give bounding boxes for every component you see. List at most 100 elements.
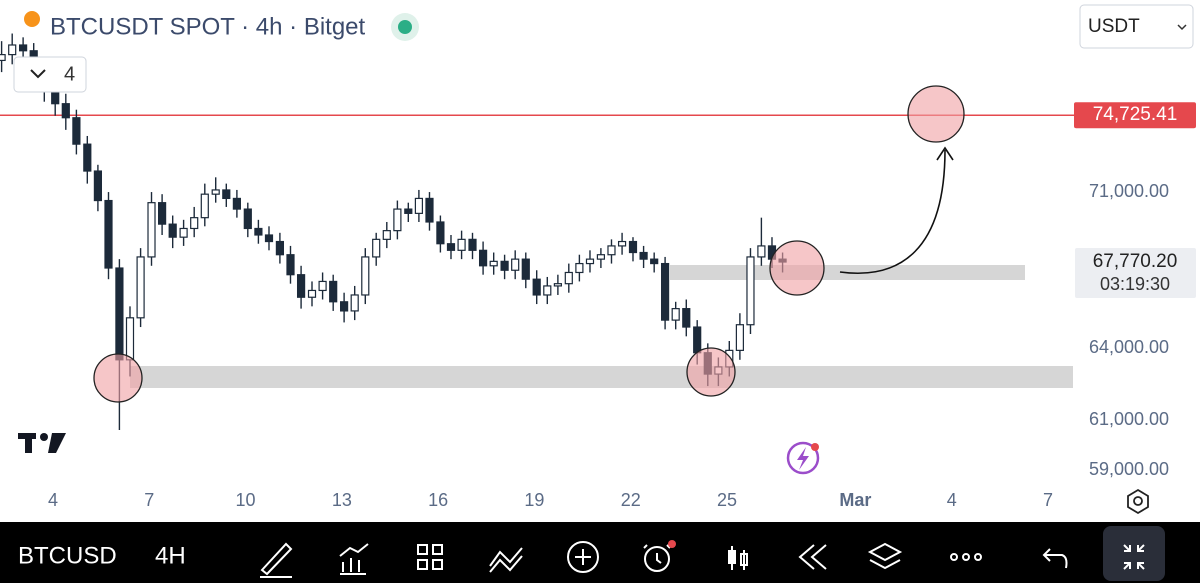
x-tick-label: 4 <box>48 490 58 510</box>
candle-body <box>296 274 306 298</box>
compare-tool[interactable] <box>489 547 523 573</box>
candle-type[interactable] <box>728 550 736 564</box>
candle-body <box>275 240 285 256</box>
x-tick-label: 7 <box>144 490 154 510</box>
candle-body <box>264 234 274 243</box>
undo-tool[interactable] <box>1042 548 1068 569</box>
candle-body <box>735 324 744 351</box>
circle-marker <box>93 353 143 403</box>
candle-body <box>757 245 766 258</box>
y-tick-label: 59,000.00 <box>1089 459 1169 479</box>
candle-body <box>190 217 199 230</box>
candle-body <box>746 256 755 326</box>
candle-body <box>660 262 670 321</box>
candle-body <box>639 251 648 260</box>
x-tick-label: 16 <box>428 490 448 510</box>
candle-body <box>414 197 423 214</box>
more-tool[interactable] <box>974 553 982 561</box>
candle-body <box>179 227 188 238</box>
indicators-toggle[interactable] <box>13 56 87 93</box>
candle-body <box>693 326 702 354</box>
indicators-tool[interactable] <box>339 543 369 575</box>
candle-body <box>318 280 327 292</box>
candles <box>0 33 787 431</box>
toolbar-symbol[interactable]: BTCUSD <box>18 542 117 569</box>
candle-body <box>8 44 17 56</box>
candle-body <box>585 258 595 265</box>
candle-body <box>243 208 252 230</box>
candle-body <box>564 271 573 285</box>
toolbar-icons <box>260 541 1068 578</box>
x-tick-label: 10 <box>236 490 256 510</box>
candle-body <box>393 208 402 232</box>
add-tool[interactable] <box>567 541 599 573</box>
x-tick-label: Mar <box>839 490 871 510</box>
candle-body <box>436 221 445 245</box>
layout-tool[interactable] <box>417 544 443 570</box>
annotations <box>93 85 965 403</box>
alert-tool[interactable] <box>644 546 670 572</box>
candle-body <box>553 283 562 287</box>
last-price-label: 67,770.20 <box>1093 251 1178 272</box>
candle-body <box>232 197 241 210</box>
badge <box>811 443 819 451</box>
candle-body <box>543 285 552 296</box>
candle-body <box>361 256 370 296</box>
lightning-button[interactable] <box>786 441 820 475</box>
collapse-icon <box>1123 544 1145 570</box>
candle-body <box>222 189 231 200</box>
currency-select[interactable] <box>1079 4 1194 49</box>
candle-body <box>104 199 113 269</box>
x-tick-label: 7 <box>1043 490 1053 510</box>
chevron <box>30 69 46 79</box>
symbol-title: BTCUSDT SPOT · 4h · Bitget <box>50 13 366 40</box>
candle-body <box>521 258 530 280</box>
candle-body <box>575 262 584 274</box>
tv-logo <box>18 433 66 453</box>
toolbar <box>0 522 1200 583</box>
candle-body <box>671 308 680 321</box>
x-tick-label: 19 <box>524 490 544 510</box>
candle-body <box>457 238 466 251</box>
candle-body <box>254 227 263 236</box>
candle-body <box>125 317 135 361</box>
candle-body <box>682 308 691 328</box>
replay-tool[interactable] <box>798 544 827 570</box>
candle-body <box>478 249 488 267</box>
candle-body <box>83 143 92 172</box>
coin-icon <box>24 11 40 27</box>
circle-marker <box>686 347 736 397</box>
candle-body <box>500 260 509 271</box>
candle-body <box>93 170 103 202</box>
candle-body <box>446 243 456 251</box>
candle-body <box>350 294 359 312</box>
candle-body <box>404 208 413 214</box>
toolbar-interval[interactable]: 4H <box>155 542 186 569</box>
candle-body <box>147 202 156 258</box>
level-label-bg <box>1074 102 1196 129</box>
draw-tool[interactable] <box>260 542 293 578</box>
arrow <box>839 149 946 274</box>
candle-body <box>307 289 317 298</box>
candle-body <box>19 44 28 52</box>
candle-body <box>607 245 616 256</box>
y-tick-label: 61,000.00 <box>1089 409 1169 429</box>
candle-body <box>329 280 338 303</box>
y-tick-label: 64,000.00 <box>1089 337 1169 357</box>
badge <box>668 540 676 548</box>
candle-body <box>511 258 520 271</box>
fullscreen-button[interactable] <box>1103 526 1165 581</box>
chevron <box>1177 24 1187 31</box>
circle-marker <box>907 85 965 143</box>
candle-body <box>532 278 541 296</box>
currency: USDT <box>1088 16 1140 37</box>
candle-body <box>489 260 498 267</box>
candle-body <box>425 197 434 223</box>
settings-button[interactable] <box>1127 488 1149 515</box>
layers-tool[interactable] <box>867 542 903 570</box>
arrow-head <box>936 146 954 161</box>
candle-body <box>340 301 349 312</box>
candle-body <box>72 117 81 145</box>
candle-body <box>468 238 477 251</box>
